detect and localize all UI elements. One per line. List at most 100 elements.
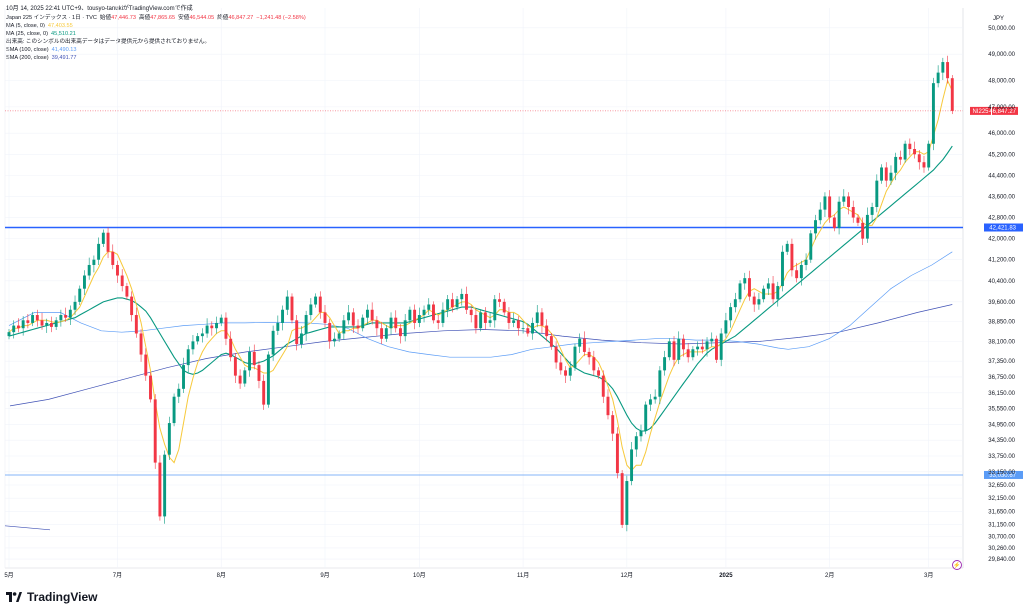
legend-ma25-row[interactable]: MA (25, close, 0) 45,510.21 [6,30,309,38]
candle-body [936,72,940,84]
y-tick-label: 30,700.00 [988,534,1015,540]
candle-body [639,430,643,437]
candle-body [573,346,577,368]
tradingview-logo-text: TradingView [27,590,98,604]
candle-body [790,243,794,271]
horizontal-level-tag [984,470,1023,479]
y-tick-label: 40,400.00 [988,279,1015,285]
candle-body [229,338,233,358]
candle-body [375,320,379,329]
candle-body [696,346,700,350]
candle-body [403,320,407,337]
candle-body [847,196,850,207]
x-tick-label: 11月 [517,572,529,579]
candle-body [880,167,883,181]
x-tick-label: 7月 [113,572,122,579]
candle-body [856,217,860,223]
sma100-value: 41,490.13 [51,47,77,54]
sma200-tail-line [4,525,51,531]
candle-body [68,309,72,318]
candle-body [719,333,723,360]
candlesticks [7,55,954,532]
candle-body [290,296,294,321]
candle-body [219,317,223,323]
candle-body [615,433,619,474]
candle-body [299,333,303,345]
candle-body [823,196,827,210]
candle-body [483,312,487,323]
candle-body [922,162,926,168]
y-tick-label: 43,600.00 [988,194,1015,200]
open-label: 始値 [99,15,112,21]
candle-body [531,322,534,334]
candle-body [64,315,68,318]
candle-body [26,320,30,323]
candle-body [347,312,351,321]
y-tick-label: 34,950.00 [988,422,1015,428]
candle-body [314,296,318,305]
candle-body [45,322,49,326]
candle-body [351,312,355,326]
legend-sma100-row[interactable]: SMA (100, close) 41,490.13 [6,46,309,54]
legend-sma200-row[interactable]: SMA (200, close) 39,491.77 [6,54,309,62]
y-tick-label: 48,000.00 [988,79,1015,85]
candle-body [875,180,879,207]
candle-body [766,283,770,289]
candle-body [384,328,388,339]
candle-body [776,286,780,300]
candle-body [106,232,110,252]
candle-body [54,320,58,327]
candle-body [611,415,615,434]
candle-body [799,264,803,279]
candle-body [399,328,402,337]
y-tick-label: 37,350.00 [988,359,1015,365]
chart-grid [4,8,964,569]
candle-body [361,317,365,329]
y-tick-label: 34,350.00 [988,438,1015,444]
candle-body [663,357,667,371]
y-tick-label: 30,260.00 [988,546,1015,552]
candle-body [182,365,185,389]
alert-icon[interactable]: ⚡ [952,560,962,570]
candle-body [804,259,808,265]
candle-body [861,222,865,239]
candle-body [271,330,275,355]
candle-body [73,301,77,310]
candle-body [950,78,954,111]
legend-ma5-row[interactable]: MA (5, close, 0) 47,403.55 [6,22,309,30]
price-tag-symbol-box [970,106,991,115]
horizontal-level-label: 33,030.67 [989,473,1016,479]
ma5-label: MA (5, close, 0) [6,23,45,30]
candle-body [653,396,657,400]
candle-body [870,207,874,215]
candle-body [828,196,832,218]
symbol-name[interactable]: Japan 225 インデックス · 1日 · TVC [6,15,97,21]
candle-body [16,325,20,329]
candle-body [752,296,756,305]
candle-body [545,325,549,337]
y-tick-label: 49,000.00 [988,52,1015,58]
candle-body [365,309,369,318]
x-tick-label: 10月 [413,572,426,579]
ma5-value: 47,403.55 [47,23,73,30]
candle-body [177,388,181,397]
candle-body [582,338,586,352]
chart-legend: Japan 225 インデックス · 1日 · TVC 始値47,446.73 高値… [6,14,309,63]
price-tag-symbol: NI225 [972,109,989,115]
candle-body [851,207,855,218]
candle-body [460,293,464,300]
candle-body [87,264,91,276]
candle-body [648,399,652,405]
tradingview-logo[interactable]: TradingView [6,590,97,604]
candle-body [578,338,582,347]
candle-body [432,304,435,321]
candle-body [342,320,346,334]
candle-body [224,317,228,339]
x-tick-label: 2025 [719,573,733,579]
y-tick-label: 33,750.00 [988,454,1015,460]
candle-body [681,338,685,350]
candle-body [389,317,393,329]
candle-body [337,333,341,339]
y-tick-label: 42,800.00 [988,216,1015,222]
